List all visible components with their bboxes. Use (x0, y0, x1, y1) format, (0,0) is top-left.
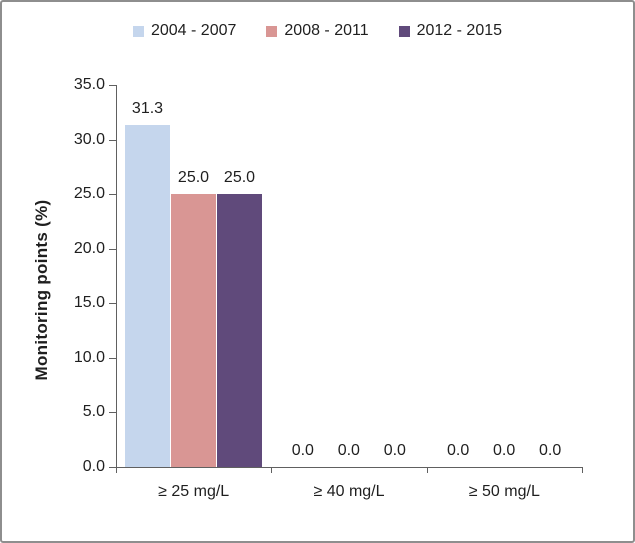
x-axis-line (116, 467, 583, 468)
bar-value-label: 0.0 (337, 442, 360, 459)
bar-value-label: 25.0 (223, 169, 256, 186)
legend-label: 2012 - 2015 (416, 22, 503, 39)
y-tick-label: 10.0 (73, 348, 105, 366)
bar-value-label: 25.0 (177, 169, 210, 186)
bar (171, 194, 216, 467)
bar-value-label: 0.0 (493, 442, 516, 459)
x-tick-mark (582, 467, 583, 473)
x-category-label: ≥ 40 mg/L (313, 483, 385, 500)
y-tick-mark (109, 85, 116, 86)
y-tick-label: 20.0 (73, 239, 105, 257)
legend-item: 2004 - 2007 (132, 22, 237, 40)
x-category-label: ≥ 50 mg/L (468, 483, 540, 500)
y-tick-label: 0.0 (82, 458, 105, 475)
x-tick-mark (426, 467, 428, 473)
y-tick-label: 30.0 (73, 130, 105, 148)
legend-label: 2008 - 2011 (284, 22, 369, 39)
legend-swatch-icon (132, 25, 144, 37)
bar (217, 194, 262, 467)
legend-swatch-icon (398, 25, 410, 37)
bar-value-label: 0.0 (447, 442, 470, 459)
x-tick-mark (116, 467, 117, 473)
legend-label: 2004 - 2007 (150, 22, 237, 39)
bar-value-label: 31.3 (131, 100, 164, 117)
y-tick-mark (109, 412, 116, 414)
bar-value-label: 0.0 (291, 442, 314, 459)
y-tick-mark (109, 357, 116, 359)
legend-swatch-icon (266, 25, 278, 37)
y-tick-mark (109, 139, 116, 141)
x-category-label: ≥ 25 mg/L (158, 483, 230, 500)
y-tick-label: 25.0 (73, 185, 105, 203)
y-tick-label: 15.0 (73, 294, 105, 312)
bar (125, 125, 170, 467)
bar-value-label: 0.0 (383, 442, 406, 459)
bar-value-label: 0.0 (539, 442, 562, 459)
legend-item: 2008 - 2011 (266, 22, 369, 40)
y-tick-label: 35.0 (73, 76, 105, 93)
y-tick-label: 5.0 (82, 403, 105, 421)
legend: 2004 - 2007 2008 - 2011 2012 - 2015 (2, 22, 633, 40)
y-tick-mark (109, 194, 116, 196)
y-tick-mark (109, 303, 116, 305)
y-axis-line (116, 85, 117, 467)
y-tick-mark (109, 467, 116, 468)
y-tick-mark (109, 248, 116, 250)
x-tick-mark (271, 467, 273, 473)
legend-item: 2012 - 2015 (398, 22, 503, 40)
